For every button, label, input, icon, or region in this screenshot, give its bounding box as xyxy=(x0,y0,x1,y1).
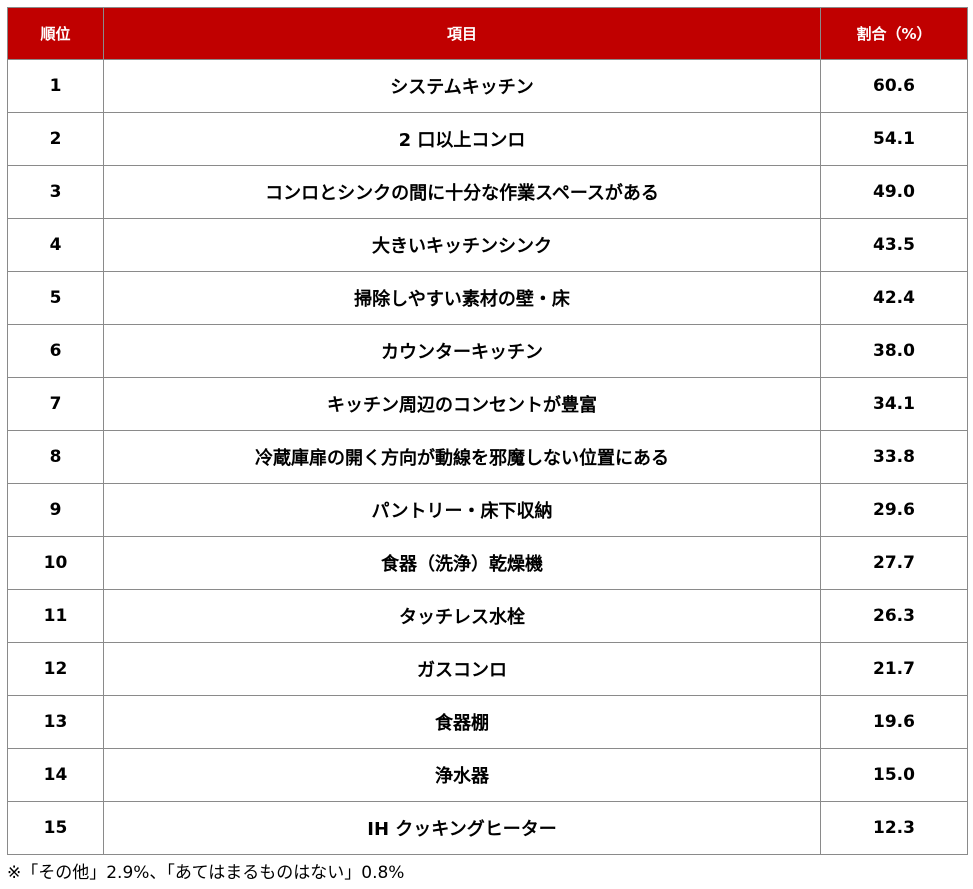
item-cell: 食器棚 xyxy=(103,695,821,749)
table-row: 1 システムキッチン 60.6 xyxy=(7,59,968,113)
item-cell: ガスコンロ xyxy=(103,642,821,696)
rank-cell: 10 xyxy=(7,536,104,590)
rank-cell: 2 xyxy=(7,112,104,166)
table-row: 15 IH クッキングヒーター 12.3 xyxy=(7,801,968,855)
rank-cell: 14 xyxy=(7,748,104,802)
rank-cell: 11 xyxy=(7,589,104,643)
value-cell: 43.5 xyxy=(820,218,968,272)
value-cell: 60.6 xyxy=(820,59,968,113)
rank-cell: 13 xyxy=(7,695,104,749)
value-cell: 42.4 xyxy=(820,271,968,325)
table-row: 7 キッチン周辺のコンセントが豊富 34.1 xyxy=(7,377,968,431)
value-cell: 27.7 xyxy=(820,536,968,590)
table-row: 3 コンロとシンクの間に十分な作業スペースがある 49.0 xyxy=(7,165,968,219)
item-cell: 浄水器 xyxy=(103,748,821,802)
header-row: 順位 項目 割合（%） xyxy=(7,7,968,60)
table-row: 9 パントリー・床下収納 29.6 xyxy=(7,483,968,537)
table-row: 6 カウンターキッチン 38.0 xyxy=(7,324,968,378)
value-cell: 49.0 xyxy=(820,165,968,219)
value-cell: 54.1 xyxy=(820,112,968,166)
item-cell: 冷蔵庫扉の開く方向が動線を邪魔しない位置にある xyxy=(103,430,821,484)
value-cell: 12.3 xyxy=(820,801,968,855)
rank-cell: 6 xyxy=(7,324,104,378)
item-cell: 掃除しやすい素材の壁・床 xyxy=(103,271,821,325)
value-cell: 26.3 xyxy=(820,589,968,643)
header-rank: 順位 xyxy=(7,7,104,60)
table-row: 5 掃除しやすい素材の壁・床 42.4 xyxy=(7,271,968,325)
rank-cell: 12 xyxy=(7,642,104,696)
table-row: 8 冷蔵庫扉の開く方向が動線を邪魔しない位置にある 33.8 xyxy=(7,430,968,484)
value-cell: 21.7 xyxy=(820,642,968,696)
value-cell: 19.6 xyxy=(820,695,968,749)
item-cell: IH クッキングヒーター xyxy=(103,801,821,855)
rank-cell: 3 xyxy=(7,165,104,219)
rank-cell: 4 xyxy=(7,218,104,272)
item-cell: 大きいキッチンシンク xyxy=(103,218,821,272)
item-cell: 2 口以上コンロ xyxy=(103,112,821,166)
value-cell: 15.0 xyxy=(820,748,968,802)
rank-cell: 15 xyxy=(7,801,104,855)
item-cell: タッチレス水栓 xyxy=(103,589,821,643)
value-cell: 33.8 xyxy=(820,430,968,484)
footnote: ※「その他」2.9%、「あてはまるものはない」0.8% xyxy=(7,863,405,883)
table-body: 1 システムキッチン 60.6 2 2 口以上コンロ 54.1 3 コンロとシンクの間に十分な… xyxy=(7,59,968,855)
table-row: 13 食器棚 19.6 xyxy=(7,695,968,749)
value-cell: 38.0 xyxy=(820,324,968,378)
value-cell: 34.1 xyxy=(820,377,968,431)
item-cell: 食器（洗浄）乾燥機 xyxy=(103,536,821,590)
rank-cell: 8 xyxy=(7,430,104,484)
header-item: 項目 xyxy=(103,7,821,60)
ranking-table: 順位 項目 割合（%） 1 システムキッチン 60.6 2 2 口以上コンロ 54.1 3 コ… xyxy=(7,7,968,855)
rank-cell: 9 xyxy=(7,483,104,537)
table-row: 10 食器（洗浄）乾燥機 27.7 xyxy=(7,536,968,590)
item-cell: パントリー・床下収納 xyxy=(103,483,821,537)
rank-cell: 5 xyxy=(7,271,104,325)
item-cell: キッチン周辺のコンセントが豊富 xyxy=(103,377,821,431)
item-cell: カウンターキッチン xyxy=(103,324,821,378)
item-cell: コンロとシンクの間に十分な作業スペースがある xyxy=(103,165,821,219)
header-ratio: 割合（%） xyxy=(820,7,968,60)
table-row: 14 浄水器 15.0 xyxy=(7,748,968,802)
item-cell: システムキッチン xyxy=(103,59,821,113)
rank-cell: 1 xyxy=(7,59,104,113)
value-cell: 29.6 xyxy=(820,483,968,537)
rank-cell: 7 xyxy=(7,377,104,431)
table-row: 12 ガスコンロ 21.7 xyxy=(7,642,968,696)
table-row: 11 タッチレス水栓 26.3 xyxy=(7,589,968,643)
table-row: 4 大きいキッチンシンク 43.5 xyxy=(7,218,968,272)
